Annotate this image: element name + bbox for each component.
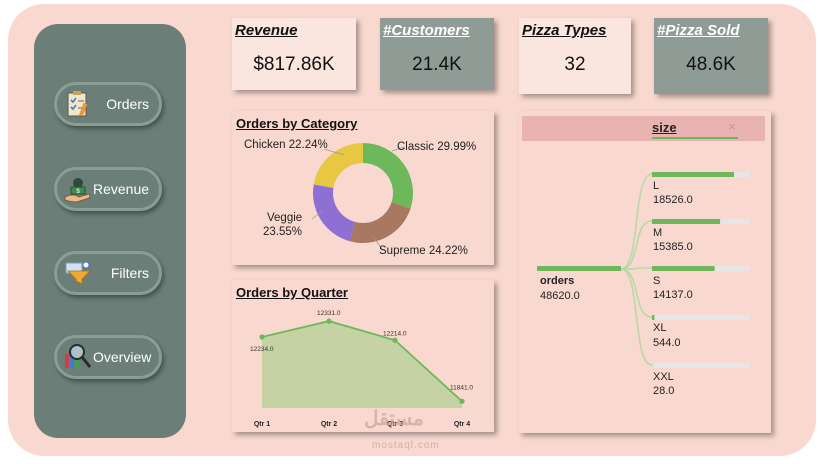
tree-node-bar-bg-4 [652,315,750,320]
label-veggie: Veggie [267,212,303,224]
nav-orders-label: Orders [106,96,149,112]
leader-line-veggie [311,210,323,220]
kpi-customers-card: #Customers 21.4K [380,18,494,90]
tree-link-4 [620,268,653,318]
kpi-revenue-value: $817.86K [253,54,335,75]
tree-node-l-label: L [653,180,660,192]
tree-node-m-label: M [653,227,663,239]
tree-node-l-value: 18526.0 [653,194,693,206]
tree-root-label: orders [540,275,575,287]
money-hand-icon: $ [63,174,93,204]
size-header-underline [652,137,738,139]
size-header-bar: size × [522,116,765,141]
kpi-pizza-sold-title: #Pizza Sold [657,22,740,39]
category-chart-title: Orders by Category [236,116,358,131]
size-tree-panel: size × orders 48620.0 L 18526.0 M 15385.… [519,111,771,433]
label-chicken: Chicken 22.24% [244,139,328,151]
nav-overview-label: Overview [93,349,152,365]
tree-node-bar-bg-5 [652,363,750,368]
tree-node-bar-1 [652,172,734,177]
magnifier-report-icon [63,342,93,372]
tree-node-xl-value: 544.0 [653,337,681,349]
kpi-revenue-card: Revenue $817.86K [232,18,356,90]
kpi-pizza-types-card: Pizza Types 32 [519,18,631,94]
watermark-logo: مستقل [364,408,424,430]
category-donut-chart [311,143,413,250]
tree-link-5 [620,268,653,366]
quarter-axis-label-4: Qtr 4 [454,421,470,428]
donut-slice-chicken [313,143,363,188]
kpi-pizza-types-title: Pizza Types [522,22,607,39]
leader-line-chicken [323,148,345,156]
tree-link-2 [620,220,653,270]
donut-slice-classic [363,143,413,209]
nav-orders-button[interactable]: Orders [54,82,162,126]
tree-node-xxl-value: 28.0 [653,385,675,397]
orders-by-quarter-panel: Orders by Quarter 12234.0 Qtr 1 12331.0 Qtr… [232,280,494,432]
quarter-point-3 [392,337,398,343]
size-tree-links [537,172,750,368]
quarter-point-4 [459,398,465,404]
quarter-value-label-4: 11841.0 [450,384,473,391]
quarter-axis-label-2: Qtr 2 [321,421,337,428]
quarter-value-label-1: 12234.0 [250,346,274,353]
label-supreme: Supreme 24.22% [379,245,468,257]
quarter-point-2 [326,318,332,324]
clipboard-checklist-icon [63,89,93,119]
kpi-pizza-sold-card: #Pizza Sold 48.6K [654,18,768,94]
quarter-area-chart: 12234.0 Qtr 1 12331.0 Qtr 2 12214.0 Qtr 3 1184… [250,310,473,428]
leader-line-supreme [371,234,383,250]
svg-text:$: $ [76,189,80,195]
nav-revenue-button[interactable]: $ Revenue [54,167,162,211]
watermark-url: mostaql.com [372,440,440,451]
tree-node-bar-2 [652,219,721,224]
label-veggie-pct: 23.55% [263,226,303,238]
label-classic: Classic 29.99% [397,141,477,153]
tree-node-s-label: S [653,275,661,287]
donut-slice-supreme [349,202,411,243]
quarter-point-1 [259,334,265,340]
quarter-line [261,320,463,402]
kpi-pizza-sold-value: 48.6K [686,54,736,75]
quarter-axis-label-3: Qtr 3 [387,421,403,428]
kpi-customers-title: #Customers [383,22,470,39]
tree-node-xl-label: XL [653,322,667,334]
nav-filters-label: Filters [110,265,149,281]
kpi-pizza-types-value: 32 [564,54,586,75]
kpi-customers-value: 21.4K [412,54,462,75]
tree-node-m-value: 15385.0 [653,241,693,253]
quarter-axis-label-1: Qtr 1 [254,421,270,428]
nav-overview-button[interactable]: Overview [54,335,162,379]
sidebar: Orders $ Revenue Filters [34,24,186,438]
orders-by-category-panel: Orders by Category Chicken 22.24% Classi… [232,111,494,265]
quarter-area-fill [262,321,462,408]
tree-root-bar [537,266,621,271]
quarter-chart-title: Orders by Quarter [236,285,348,300]
nav-revenue-label: Revenue [93,181,150,197]
tree-node-bar-4 [652,315,655,320]
quarter-value-label-2: 12331.0 [317,310,341,317]
size-header-label[interactable]: size [652,120,677,135]
kpi-revenue-title: Revenue [235,22,298,39]
leader-line-classic [391,146,405,152]
close-icon[interactable]: × [728,119,736,134]
tree-node-xxl-label: XXL [653,371,674,383]
nav-filters-button[interactable]: Filters [54,251,162,295]
quarter-value-label-3: 12214.0 [383,330,407,337]
tree-root-value: 48620.0 [540,290,580,302]
tree-link-1 [620,173,653,270]
donut-slice-veggie [313,184,356,242]
tree-link-3 [620,267,653,270]
tree-node-s-value: 14137.0 [653,289,693,301]
tree-node-bar-3 [652,266,715,271]
funnel-filter-icon [63,258,93,288]
